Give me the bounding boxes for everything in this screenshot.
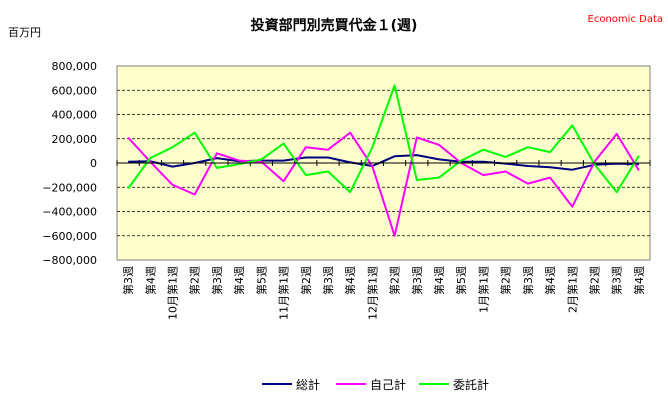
- series-brokerage-line: [127, 84, 640, 194]
- x-tick-label: 第2週: [299, 266, 313, 295]
- x-tick-label: 第5週: [254, 266, 268, 295]
- x-tick-label: 第3週: [321, 266, 335, 295]
- x-tick-label: 第2週: [499, 266, 513, 295]
- legend-box: [247, 372, 492, 394]
- x-tick-label: 第4週: [343, 266, 357, 295]
- x-tick-label: 第3週: [121, 266, 135, 295]
- unit-label: 百万円: [8, 26, 41, 39]
- y-tick-label: 800,000: [52, 60, 98, 73]
- legend-label-total: 総計: [296, 377, 320, 392]
- y-tick-label: 400,000: [52, 109, 98, 122]
- x-tick-label: 第2週: [388, 266, 402, 295]
- x-tick-label: 第3週: [521, 266, 535, 295]
- x-tick-label: 第4週: [543, 266, 557, 295]
- x-axis: 第3週 第4週 10月第1週 第2週 第3週 第4週 第5週 11月第1週 第2週 第3週 第4週 1…: [116, 160, 651, 320]
- y-tick-label: 600,000: [52, 84, 98, 97]
- y-tick-label: 0: [90, 157, 97, 170]
- x-tick-label: 第3週: [210, 266, 224, 295]
- y-tick-label: −600,000: [42, 230, 97, 243]
- legend-label-proprietary: 自己計: [370, 377, 406, 392]
- x-tick-label: 第4週: [232, 266, 246, 295]
- series-lines: [117, 84, 650, 237]
- x-tick-label: 10月第1週: [166, 266, 180, 320]
- chart-title: 投資部門別売買代金１(週): [251, 17, 418, 34]
- y-tick-label: 200,000: [52, 133, 98, 146]
- y-tick-label: −400,000: [42, 206, 97, 219]
- legend: 総計 自己計 委託計: [247, 372, 492, 394]
- x-tick-label: 11月第1週: [277, 266, 291, 320]
- y-tick-label: −200,000: [42, 181, 97, 194]
- x-tick-label: 第4週: [432, 266, 446, 295]
- x-tick-label: 第2週: [188, 266, 202, 295]
- x-tick-label: 第3週: [610, 266, 624, 295]
- x-tick-label: 1月第1週: [476, 266, 490, 313]
- x-tick-label: 第5週: [454, 266, 468, 295]
- x-tick-label: 第3週: [410, 266, 424, 295]
- x-tick-label: 12月第1週: [365, 266, 379, 320]
- y-tick-label: −800,000: [42, 254, 97, 267]
- y-axis: 800,000 600,000 400,000 200,000 0 −200,000 −40…: [42, 60, 97, 267]
- x-tick-label: 第2週: [587, 266, 601, 295]
- x-tick-label: 第4週: [143, 266, 157, 295]
- x-tick-label: 第4週: [632, 266, 646, 295]
- x-tick-label: 2月第1週: [565, 266, 579, 313]
- source-label: Economic Data: [588, 14, 663, 25]
- legend-label-brokerage: 委託計: [453, 377, 489, 392]
